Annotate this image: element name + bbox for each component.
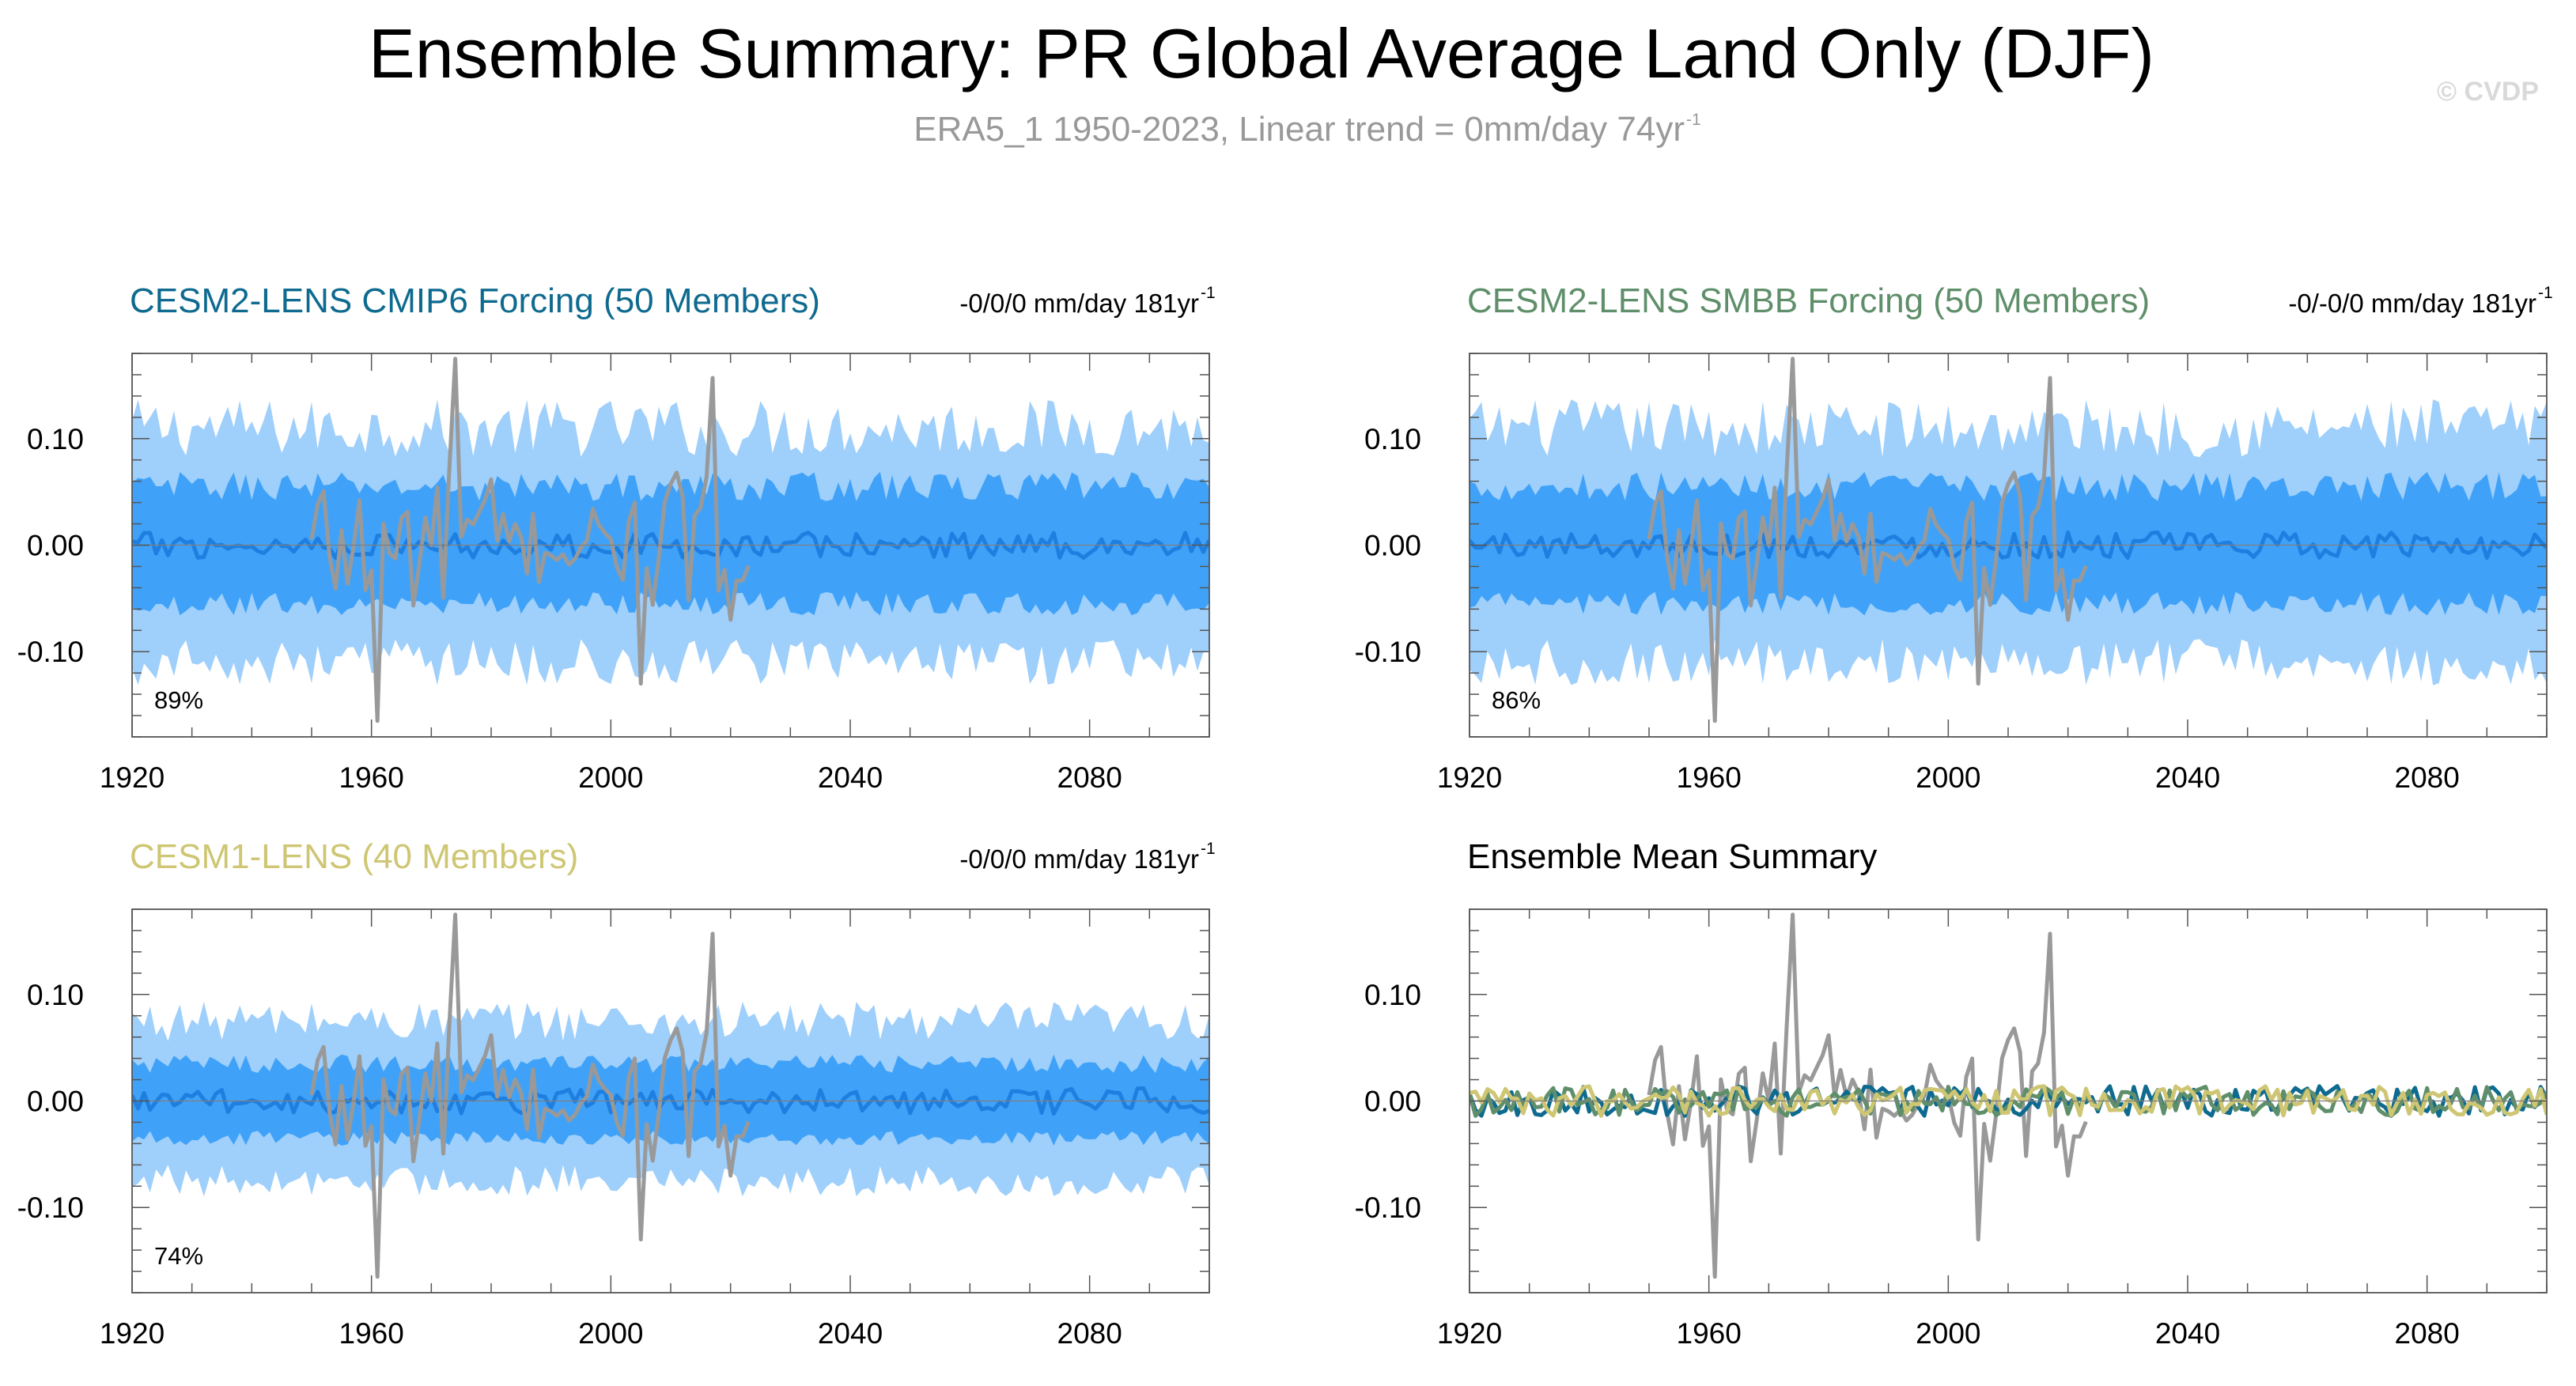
panel-trend-superscript: -1 <box>1201 284 1216 302</box>
y-tick-label: -0.10 <box>1355 636 1421 668</box>
x-tick-label: 1960 <box>339 761 404 794</box>
x-tick-label: 1960 <box>1677 761 1742 794</box>
ensemble-band <box>132 471 1209 616</box>
x-tick-label: 2000 <box>1916 761 1980 794</box>
x-tick-label: 2080 <box>1057 1317 1122 1350</box>
panels-container: CESM2-LENS CMIP6 Forcing (50 Members) -0/… <box>17 281 2553 1350</box>
plot-area <box>1470 357 2547 723</box>
y-tick-label: 0.10 <box>1364 979 1421 1011</box>
panel-cesm2-smbb: CESM2-LENS SMBB Forcing (50 Members) -0/-… <box>1355 281 2553 794</box>
percent-label: 74% <box>154 1242 203 1270</box>
x-tick-label: 2040 <box>2155 1317 2220 1350</box>
y-tick-label: 0.10 <box>27 423 84 455</box>
ensemble-mean-line <box>1470 1084 2547 1118</box>
x-tick-label: 1960 <box>1677 1317 1742 1350</box>
y-tick-label: 0.10 <box>1364 423 1421 455</box>
x-tick-label: 1920 <box>100 1317 165 1350</box>
plot-area <box>1470 912 2547 1279</box>
panel-title: CESM1-LENS (40 Members) <box>130 837 578 876</box>
observation-line <box>309 912 751 1279</box>
x-tick-label: 1920 <box>1437 1317 1502 1350</box>
y-tick-label: 0.00 <box>27 530 84 562</box>
panel-trend-superscript: -1 <box>2538 284 2553 302</box>
x-tick-label: 2040 <box>818 1317 883 1350</box>
panel-title: CESM2-LENS CMIP6 Forcing (50 Members) <box>130 281 820 320</box>
observation-line <box>309 357 751 723</box>
panel-mean-summary: Ensemble Mean Summary 1920 1960 2000 2040 208… <box>1355 837 2548 1350</box>
x-tick-label: 2080 <box>2395 761 2460 794</box>
plot-area <box>132 912 1209 1279</box>
y-tick-label: 0.00 <box>1364 1086 1421 1118</box>
ensemble-mean-line <box>132 1086 1209 1116</box>
ensemble-band <box>1470 471 2547 616</box>
y-tick-label: 0.00 <box>27 1086 84 1118</box>
panel-cesm1: CESM1-LENS (40 Members) -0/0/0 mm/day 181… <box>17 837 1216 1350</box>
x-tick-label: 2000 <box>578 1317 643 1350</box>
panel-cesm2-cmip6: CESM2-LENS CMIP6 Forcing (50 Members) -0/… <box>17 281 1216 794</box>
ensemble-mean-line <box>1470 530 2547 561</box>
x-tick-label: 1960 <box>339 1317 404 1350</box>
figure-subtitle-superscript: -1 <box>1686 111 1701 129</box>
panel-title: CESM2-LENS SMBB Forcing (50 Members) <box>1467 281 2150 320</box>
x-tick-label: 2040 <box>2155 761 2220 794</box>
x-tick-label: 1920 <box>1437 761 1502 794</box>
percent-label: 89% <box>154 686 203 714</box>
figure-title: Ensemble Summary: PR Global Average Land… <box>369 14 2154 93</box>
panel-trend-superscript: -1 <box>1201 840 1216 858</box>
panel-trend-label: -0/0/0 mm/day 181yr <box>959 844 1199 874</box>
x-tick-label: 2000 <box>578 761 643 794</box>
ensemble-mean-line <box>132 531 1209 561</box>
x-tick-label: 2000 <box>1916 1317 1980 1350</box>
panel-trend-label: -0/-0/0 mm/day 181yr <box>2288 289 2536 318</box>
percent-label: 86% <box>1492 686 1541 714</box>
y-tick-label: -0.10 <box>1355 1192 1421 1224</box>
y-tick-label: 0.00 <box>1364 530 1421 562</box>
panel-title: Ensemble Mean Summary <box>1467 837 1877 876</box>
cvdp-watermark: © CVDP <box>2437 77 2539 107</box>
y-tick-label: -0.10 <box>17 1192 84 1224</box>
observation-line <box>1647 912 2088 1279</box>
plot-area <box>132 357 1209 723</box>
figure-subtitle: ERA5_1 1950-2023, Linear trend = 0mm/day… <box>914 110 1685 149</box>
y-tick-label: -0.10 <box>17 636 84 668</box>
y-tick-label: 0.10 <box>27 979 84 1011</box>
x-tick-label: 1920 <box>100 761 165 794</box>
observation-line <box>1647 357 2088 723</box>
x-tick-label: 2040 <box>818 761 883 794</box>
x-tick-label: 2080 <box>2395 1317 2460 1350</box>
x-tick-label: 2080 <box>1057 761 1122 794</box>
panel-trend-label: -0/0/0 mm/day 181yr <box>959 289 1199 318</box>
